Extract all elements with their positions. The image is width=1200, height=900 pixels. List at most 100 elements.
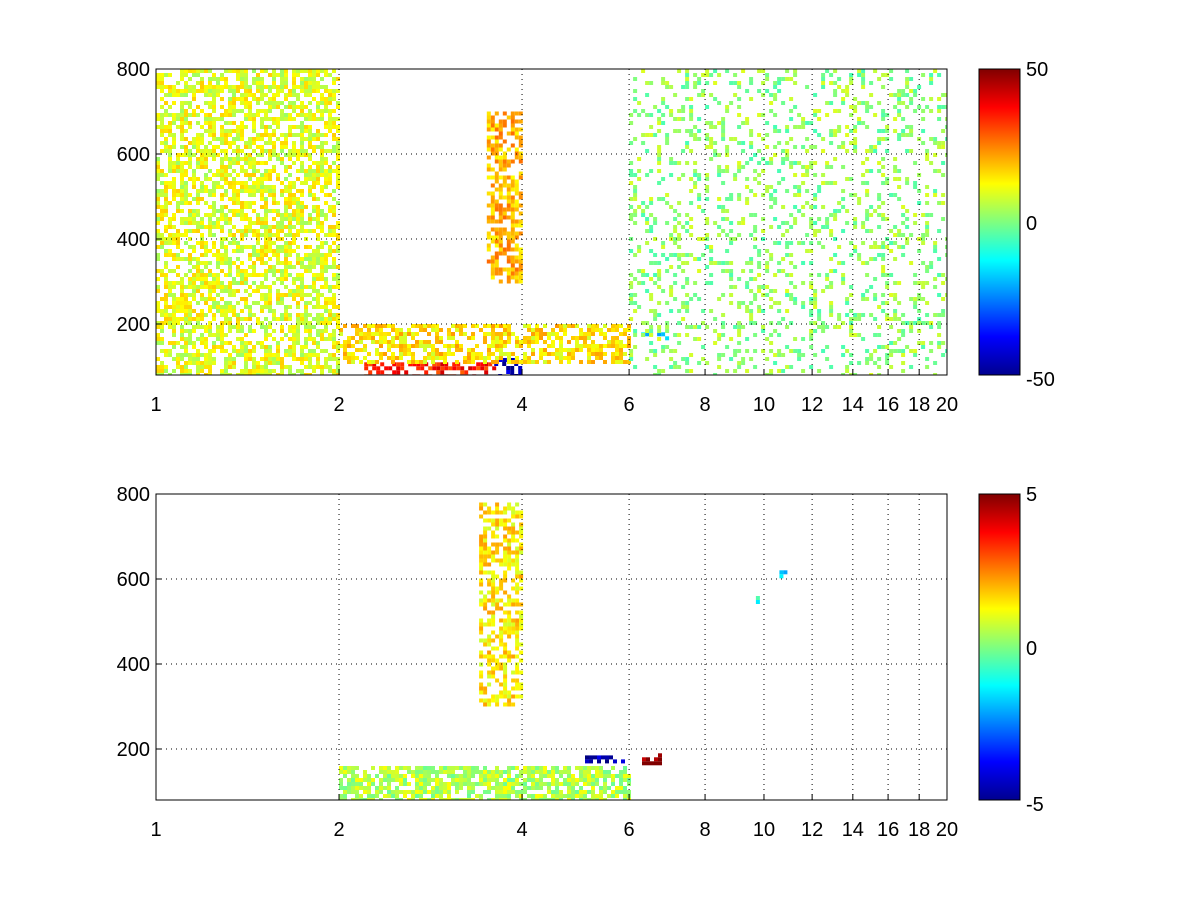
heatmap-cell	[367, 794, 371, 798]
heatmap-cell	[945, 349, 947, 353]
heatmap-cell	[491, 594, 496, 599]
heatmap-cell	[332, 329, 336, 333]
heatmap-cell	[857, 121, 862, 125]
heatmap-cell	[484, 370, 489, 375]
heatmap-cell	[535, 798, 539, 800]
heatmap-cell	[272, 77, 276, 81]
heatmap-cell	[308, 137, 312, 141]
heatmap-cell	[591, 798, 595, 800]
heatmap-cell	[917, 341, 922, 345]
heatmap-cell	[431, 324, 435, 328]
heatmap-cell	[514, 191, 519, 196]
heatmap-cell	[180, 153, 184, 157]
heatmap-cell	[276, 89, 280, 93]
heatmap-cell	[320, 153, 324, 157]
heatmap-cell	[172, 181, 176, 185]
heatmap-cell	[479, 570, 484, 575]
heatmap-cell	[244, 185, 248, 189]
heatmap-cell	[228, 173, 232, 177]
heatmap-cell	[518, 127, 523, 132]
heatmap-cell	[248, 141, 252, 145]
heatmap-cell	[479, 550, 484, 555]
heatmap-cell	[320, 85, 324, 89]
heatmap-cell	[268, 85, 272, 89]
heatmap-cell	[284, 165, 288, 169]
heatmap-cell	[264, 249, 268, 253]
heatmap-cell	[427, 332, 431, 336]
heatmap-cell	[320, 161, 324, 165]
heatmap-cell	[921, 345, 926, 349]
heatmap-cell	[320, 93, 324, 97]
heatmap-cell	[172, 369, 176, 373]
heatmap-cell	[865, 105, 870, 109]
heatmap-cell	[332, 273, 336, 277]
heatmap-cell	[332, 77, 336, 81]
heatmap-cell	[276, 233, 280, 237]
heatmap-cell	[737, 193, 742, 197]
heatmap-cell	[789, 297, 794, 301]
heatmap-cell	[188, 201, 192, 205]
heatmap-cell	[264, 373, 268, 375]
heatmap-cell	[841, 205, 846, 209]
heatmap-cell	[256, 185, 260, 189]
heatmap-cell	[929, 321, 934, 325]
heatmap-cell	[697, 81, 702, 85]
heatmap-cell	[204, 253, 208, 257]
heatmap-cell	[498, 187, 503, 192]
heatmap-cell	[232, 129, 236, 133]
heatmap-cell	[825, 221, 830, 225]
heatmap-cell	[479, 774, 483, 778]
heatmap-cell	[490, 123, 495, 128]
heatmap-cell	[188, 161, 192, 165]
heatmap-cell	[705, 197, 710, 201]
heatmap-cell	[232, 89, 236, 93]
heatmap-cell	[236, 77, 240, 81]
heatmap-cell	[339, 794, 343, 798]
heatmap-cell	[160, 97, 164, 101]
heatmap-cell	[324, 269, 328, 273]
heatmap-cell	[479, 598, 484, 603]
heatmap-cell	[300, 313, 304, 317]
heatmap-cell	[399, 328, 403, 332]
heatmap-cell	[375, 340, 379, 344]
heatmap-cell	[280, 297, 284, 301]
heatmap-cell	[633, 173, 638, 177]
heatmap-cell	[304, 177, 308, 181]
heatmap-cell	[423, 324, 427, 328]
heatmap-cell	[717, 197, 722, 201]
heatmap-cell	[403, 352, 407, 356]
heatmap-cell	[292, 345, 296, 349]
heatmap-cell	[494, 179, 499, 184]
heatmap-cell	[455, 324, 459, 328]
heatmap-cell	[514, 235, 519, 240]
heatmap-cell	[220, 245, 224, 249]
heatmap-cell	[491, 622, 496, 627]
heatmap-cell	[240, 281, 244, 285]
heatmap-cell	[204, 113, 208, 117]
heatmap-cell	[260, 297, 264, 301]
heatmap-cell	[180, 137, 184, 141]
heatmap-cell	[929, 265, 934, 269]
heatmap-cell	[192, 181, 196, 185]
heatmap-cell	[272, 253, 276, 257]
heatmap-cell	[392, 370, 397, 375]
heatmap-cell	[336, 361, 340, 365]
heatmap-cell	[184, 349, 188, 353]
heatmap-cell	[220, 285, 224, 289]
heatmap-cell	[649, 213, 654, 217]
heatmap-cell	[296, 217, 300, 221]
heatmap-cell	[232, 209, 236, 213]
heatmap-cell	[869, 169, 874, 173]
heatmap-cell	[649, 169, 654, 173]
heatmap-cell	[184, 257, 188, 261]
heatmap-cell	[921, 321, 926, 325]
heatmap-cell	[491, 698, 496, 703]
heatmap-cell	[336, 317, 340, 321]
heatmap-cell	[308, 269, 312, 273]
heatmap-cell	[168, 93, 172, 97]
heatmap-cell	[320, 265, 324, 269]
heatmap-cell	[387, 782, 391, 786]
heatmap-cell	[479, 638, 484, 643]
heatmap-cell	[351, 786, 355, 790]
heatmap-cell	[705, 233, 710, 237]
